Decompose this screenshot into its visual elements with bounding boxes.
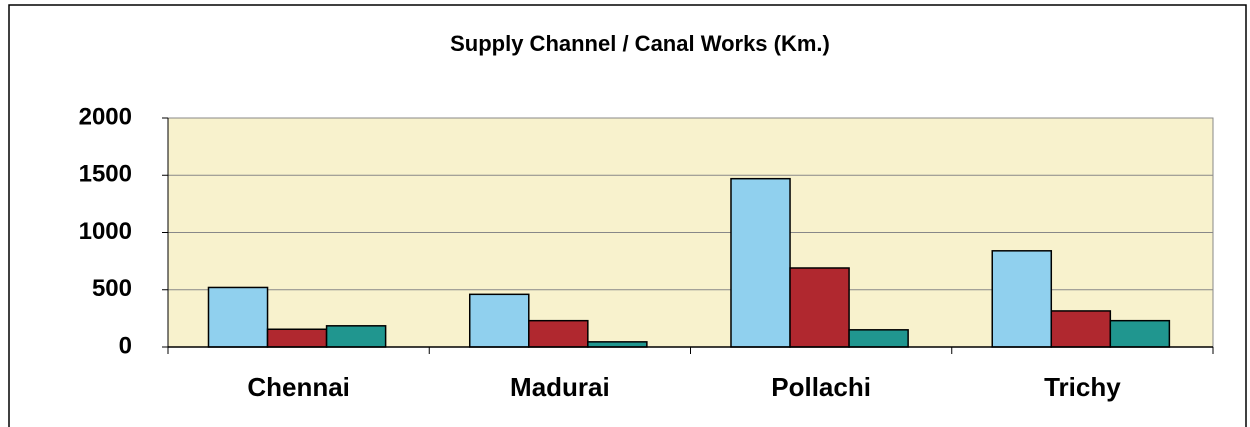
- bar: [1050, 310, 1112, 348]
- y-tick-label: 0: [119, 332, 132, 359]
- chart-title: Supply Channel / Canal Works (Km.): [450, 31, 830, 56]
- bar: [991, 250, 1053, 348]
- bar: [468, 293, 530, 348]
- x-tick-label: Pollachi: [771, 372, 871, 402]
- chart-border: [8, 4, 1247, 427]
- bar: [848, 329, 909, 348]
- bar: [587, 341, 648, 348]
- x-tick-label: Trichy: [1044, 372, 1121, 402]
- y-tick-label: 1500: [79, 161, 132, 188]
- bar: [528, 319, 589, 348]
- bar: [325, 325, 387, 348]
- y-tick-label: 2000: [79, 103, 132, 130]
- bar: [730, 177, 791, 348]
- y-tick-label: 500: [92, 275, 132, 302]
- bar: [789, 267, 850, 348]
- y-tick-label: 1000: [79, 218, 132, 245]
- x-tick-label: Chennai: [247, 372, 350, 402]
- bar: [207, 286, 269, 348]
- x-tick-label: Madurai: [510, 372, 610, 402]
- bar: [1109, 319, 1171, 348]
- bar: [266, 328, 328, 348]
